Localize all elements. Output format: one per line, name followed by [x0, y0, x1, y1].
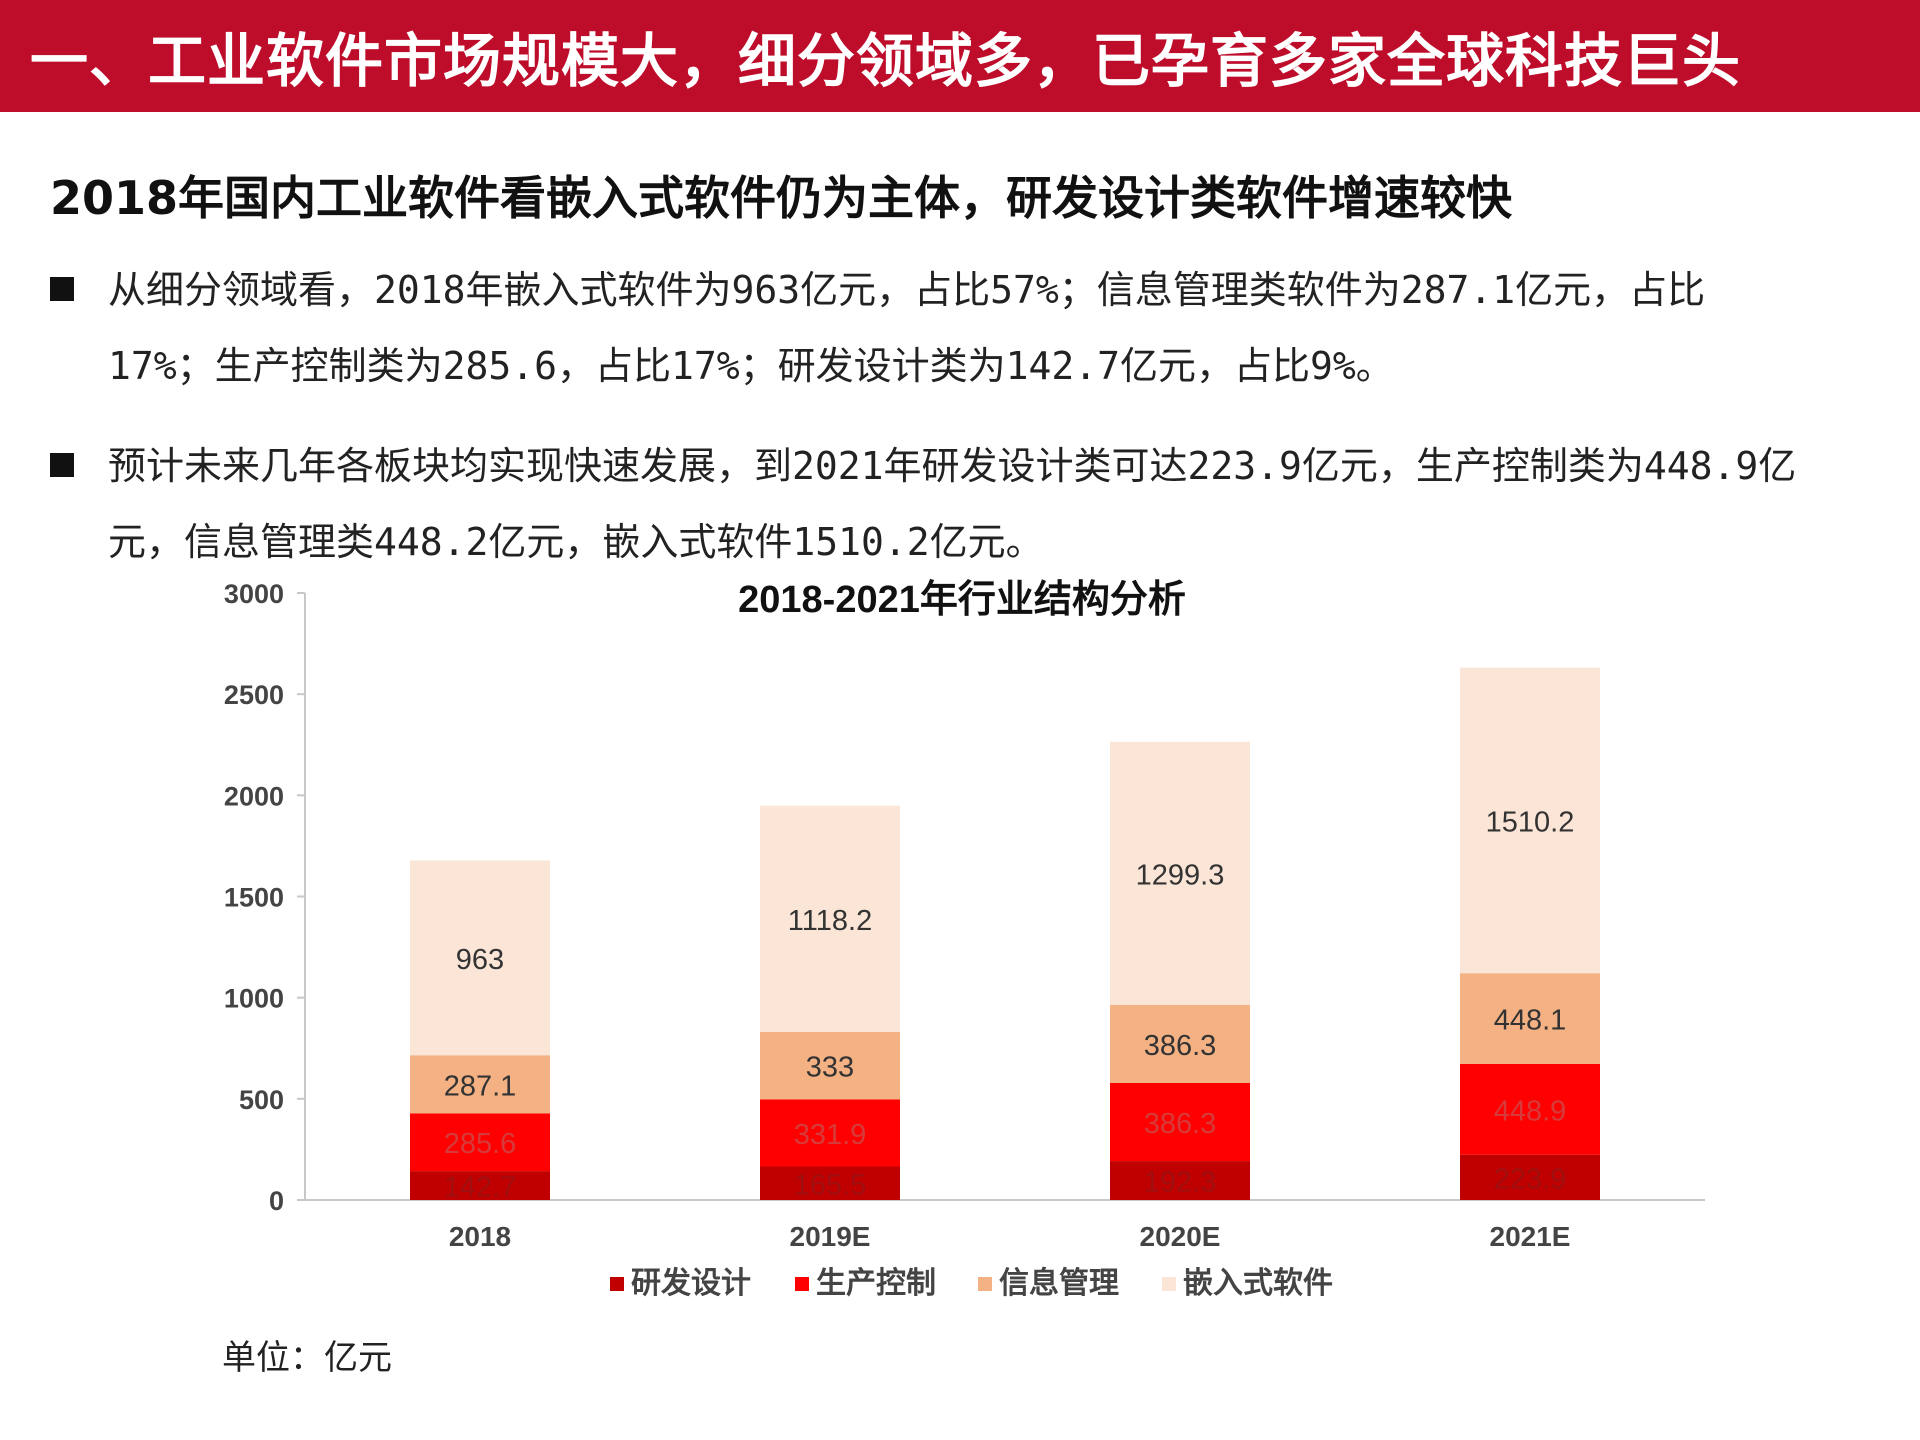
bar-segment — [410, 1055, 550, 1114]
bar-segment — [1460, 973, 1600, 1064]
bar-segment — [410, 860, 550, 1056]
data-label: 1510.2 — [1486, 806, 1575, 838]
data-label: 331.9 — [794, 1119, 867, 1151]
data-label: 1118.2 — [788, 905, 872, 937]
data-label: 448.1 — [1494, 1005, 1567, 1037]
bar-segment — [760, 805, 900, 1032]
bar-segment — [760, 1166, 900, 1200]
y-tick-label: 2500 — [224, 680, 284, 710]
y-tick-label: 1500 — [224, 883, 284, 913]
x-tick-label: 2021E — [1490, 1221, 1571, 1252]
y-tick-label: 0 — [269, 1186, 284, 1216]
bar-segment — [1460, 667, 1600, 974]
x-tick-label: 2018 — [449, 1221, 511, 1252]
bullet-item: 预计未来几年各板块均实现快速发展，到2021年研发设计类可达223.9亿元，生产… — [50, 428, 1810, 580]
legend-swatch — [978, 1277, 992, 1291]
banner-title: 一、工业软件市场规模大，细分领域多，已孕育多家全球科技巨头 — [30, 27, 1742, 95]
legend-swatch — [610, 1277, 624, 1291]
bullet-text: 预计未来几年各板块均实现快速发展，到2021年研发设计类可达223.9亿元，生产… — [108, 444, 1797, 564]
header-banner: 一、工业软件市场规模大，细分领域多，已孕育多家全球科技巨头 — [0, 0, 1920, 112]
legend-label: 嵌入式软件 — [1183, 1267, 1333, 1300]
legend-label: 信息管理 — [999, 1266, 1119, 1300]
bar-segment — [1110, 1082, 1250, 1162]
data-label: 142.7 — [444, 1172, 517, 1204]
data-label: 333 — [806, 1052, 854, 1084]
square-bullet-icon — [50, 277, 74, 301]
stacked-bar-chart: 0 500 1000 1500 2000 2500 3000 2018-2021年行业结构分析… — [224, 579, 1705, 1300]
unit-note: 单位：亿元 — [222, 1338, 392, 1378]
legend-label: 研发设计 — [631, 1267, 751, 1300]
chart-title: 2018-2021年行业结构分析 — [738, 579, 1186, 621]
data-label: 285.6 — [444, 1128, 517, 1160]
bar-segment — [760, 1099, 900, 1167]
data-label: 287.1 — [444, 1070, 517, 1102]
data-label: 223.9 — [1494, 1163, 1567, 1195]
bar-segment — [1110, 741, 1250, 1005]
x-tick-label: 2020E — [1140, 1221, 1221, 1252]
bar-segment — [410, 1171, 550, 1200]
bar-segment — [410, 1113, 550, 1172]
bar-segment — [1110, 1004, 1250, 1083]
bar-segment — [760, 1031, 900, 1100]
data-label: 386.3 — [1144, 1108, 1217, 1140]
bar-segment — [1110, 1161, 1250, 1200]
data-label: 448.9 — [1494, 1095, 1567, 1127]
bullet-text: 从细分领域看，2018年嵌入式软件为963亿元，占比57%；信息管理类软件为28… — [108, 268, 1706, 388]
data-label: 1299.3 — [1136, 859, 1225, 891]
legend-swatch — [1162, 1277, 1176, 1291]
y-tick-label: 1000 — [224, 984, 284, 1014]
data-label: 386.3 — [1144, 1030, 1217, 1062]
y-tick-label: 500 — [239, 1085, 284, 1115]
bar-segment — [1460, 1063, 1600, 1155]
square-bullet-icon — [50, 453, 74, 477]
legend-label: 生产控制 — [816, 1267, 936, 1300]
slide-subtitle: 2018年国内工业软件看嵌入式软件仍为主体，研发设计类软件增速较快 — [50, 171, 1513, 225]
data-label: 192.3 — [1144, 1167, 1217, 1199]
x-tick-label: 2019E — [790, 1221, 871, 1252]
y-tick-label: 2000 — [224, 781, 284, 811]
data-label: 963 — [456, 944, 504, 976]
bullet-list: 从细分领域看，2018年嵌入式软件为963亿元，占比57%；信息管理类软件为28… — [50, 252, 1810, 604]
bullet-item: 从细分领域看，2018年嵌入式软件为963亿元，占比57%；信息管理类软件为28… — [50, 252, 1810, 404]
y-tick-label: 3000 — [224, 579, 284, 609]
legend-swatch — [795, 1277, 809, 1291]
data-label: 165.5 — [794, 1169, 867, 1201]
bar-segment — [1460, 1154, 1600, 1200]
